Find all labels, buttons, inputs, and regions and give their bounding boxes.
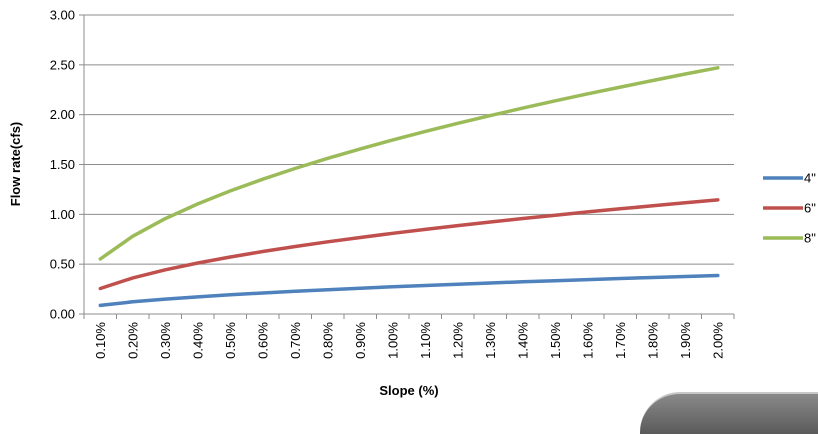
legend: 4" 6" 8"	[763, 171, 816, 246]
x-tick-label: 1.20%	[450, 322, 465, 359]
legend-label: 8"	[804, 231, 816, 246]
x-tick-label: 0.90%	[353, 322, 368, 359]
x-tick-label: 1.00%	[385, 322, 400, 359]
x-tick-label: 1.40%	[515, 322, 530, 359]
legend-label: 4"	[804, 171, 816, 186]
y-tick-label: 2.50	[50, 57, 75, 72]
series-lines	[98, 66, 720, 308]
x-tick-label: 1.10%	[418, 322, 433, 359]
series-line-2	[98, 66, 720, 261]
x-tick-label: 1.60%	[580, 322, 595, 359]
series-line-1	[98, 198, 720, 291]
x-tick-label: 1.50%	[548, 322, 563, 359]
x-tick-label: 0.60%	[255, 322, 270, 359]
y-axis-ticks: 0.00 0.50 1.00 1.50 2.00 2.50 3.00	[50, 8, 75, 322]
legend-label: 6"	[804, 201, 816, 216]
x-tick-label: 0.40%	[190, 322, 205, 359]
flow-rate-chart: 0.000.501.001.502.002.503.00 0.10% 0.20% 0…	[8, 8, 816, 399]
series-line-0	[98, 273, 720, 308]
x-axis-ticks: 0.10% 0.20% 0.30% 0.40% 0.50% 0.60% 0.70% 0.80%…	[93, 322, 726, 359]
y-tick-label: 0.00	[50, 307, 75, 322]
x-axis-title: Slope (%)	[379, 383, 438, 398]
x-tick-label: 0.50%	[223, 322, 238, 359]
y-tick-label: 2.00	[50, 107, 75, 122]
axes	[83, 15, 735, 319]
x-tick-label: 0.10%	[93, 322, 108, 359]
x-tick-label: 1.90%	[678, 322, 693, 359]
photo-corner	[640, 392, 818, 434]
y-tick-label: 0.50	[50, 257, 75, 272]
x-tick-label: 0.80%	[320, 322, 335, 359]
x-tick-label: 1.30%	[483, 322, 498, 359]
y-tick-label: 3.00	[50, 8, 75, 23]
x-tick-label: 1.80%	[645, 322, 660, 359]
x-tick-label: 2.00%	[710, 322, 725, 359]
y-axis-title: Flow rate(cfs)	[8, 122, 23, 207]
x-tick-label: 0.30%	[158, 322, 173, 359]
gridlines	[79, 14, 734, 315]
y-tick-label: 1.50	[50, 157, 75, 172]
x-tick-label: 0.70%	[288, 322, 303, 359]
x-tick-label: 1.70%	[613, 322, 628, 359]
x-tick-label: 0.20%	[125, 322, 140, 359]
y-tick-label: 1.00	[50, 207, 75, 222]
